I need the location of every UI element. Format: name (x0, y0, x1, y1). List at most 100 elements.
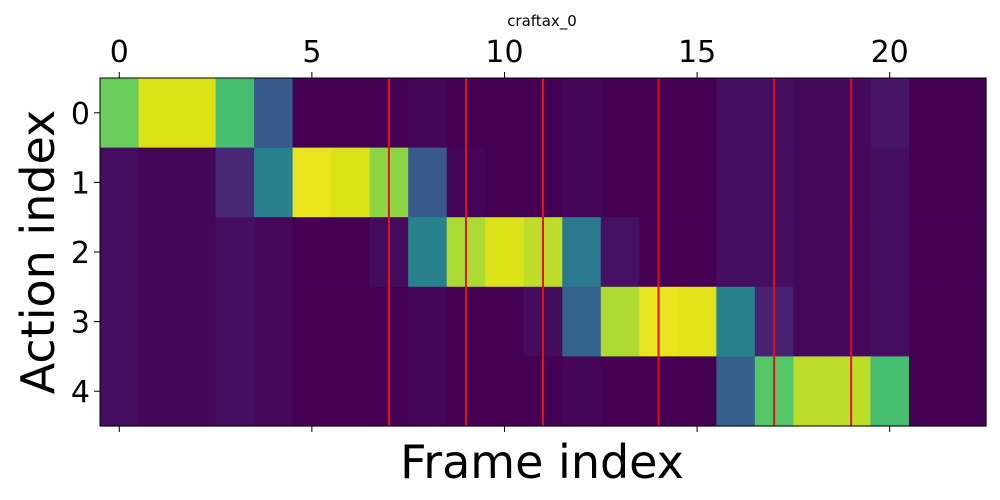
heatmap-cell (600, 147, 640, 218)
heatmap-cell (908, 356, 949, 427)
heatmap-cell (947, 286, 987, 357)
x-tick-label: 10 (485, 35, 523, 70)
heatmap-cell (292, 356, 332, 427)
heatmap-cell (793, 147, 833, 218)
chart-title: craftax_0 (507, 12, 577, 31)
heatmap-cell (485, 286, 525, 357)
heatmap-cell (254, 78, 294, 149)
heatmap-cell (177, 147, 217, 218)
heatmap-cell (408, 147, 448, 218)
heatmap-cell (870, 356, 910, 427)
heatmap-cell (793, 78, 833, 149)
heatmap-cell (793, 286, 833, 357)
heatmap-cell (408, 286, 448, 357)
heatmap-cell (908, 217, 949, 288)
y-axis-ticks: 0 1 2 3 4 (71, 97, 100, 410)
heatmap-cell (138, 286, 178, 357)
heatmap-cell (716, 78, 756, 149)
heatmap-cell (947, 78, 987, 149)
heatmap-cell (485, 356, 525, 427)
heatmap-cell (793, 217, 833, 288)
heatmap-cell (485, 147, 525, 218)
heatmap-cell (177, 286, 217, 357)
heatmap-cell (600, 356, 640, 427)
heatmap-cell (100, 286, 140, 357)
heatmap-cell (331, 147, 371, 218)
x-tick-label: 20 (871, 35, 909, 70)
heatmap-cell (215, 286, 255, 357)
heatmap-cell (254, 356, 294, 427)
heatmap-cell (485, 217, 525, 288)
heatmap-cell (716, 217, 756, 288)
y-tick-label: 1 (71, 166, 90, 201)
heatmap-cell (408, 356, 448, 427)
x-tick-label: 15 (678, 35, 716, 70)
heatmap-cell (177, 217, 217, 288)
heatmap-cell (870, 78, 910, 149)
y-tick-label: 4 (71, 375, 90, 410)
heatmap-cell (100, 356, 140, 427)
heatmap-cell (138, 356, 178, 427)
heatmap-cell (485, 78, 525, 149)
heatmap-cell (908, 286, 949, 357)
heatmap-cell (331, 286, 371, 357)
heatmap-cell (254, 286, 294, 357)
heatmap-cell (793, 356, 833, 427)
heatmap-cell (138, 147, 178, 218)
vertical-markers (387, 78, 853, 426)
heatmap-cell (292, 147, 332, 218)
heatmap-cell (177, 78, 217, 149)
heatmap-cell (562, 147, 602, 218)
heatmap-cell (408, 217, 448, 288)
heatmap-cell (292, 78, 332, 149)
x-axis-label: Frame index (400, 435, 684, 489)
heatmap-cell (677, 78, 717, 149)
heatmap-cell (562, 356, 602, 427)
x-axis-ticks: 0 5 10 15 20 (110, 35, 909, 432)
heatmap-cell (600, 286, 640, 357)
heatmap-cell (177, 356, 217, 427)
y-tick-label: 2 (71, 236, 90, 271)
heatmap-cell (562, 286, 602, 357)
x-tick-label: 0 (110, 35, 129, 70)
heatmap-cell (947, 356, 987, 427)
heatmap-cell (100, 78, 140, 149)
heatmap-cell (677, 217, 717, 288)
x-tick-label: 5 (302, 35, 321, 70)
heatmap-cell (138, 78, 178, 149)
heatmap-cell (138, 217, 178, 288)
heatmap-cell (100, 147, 140, 218)
heatmap-cell (908, 147, 949, 218)
heatmap-cell (254, 217, 294, 288)
heatmap-cell (947, 217, 987, 288)
heatmap-cell (215, 78, 255, 149)
heatmap-cell (215, 147, 255, 218)
heatmap-cell (254, 147, 294, 218)
heatmap-cell (908, 78, 949, 149)
heatmap-cell (292, 286, 332, 357)
heatmap-cell (870, 147, 910, 218)
y-axis-label: Action index (11, 110, 65, 395)
heatmap-cell (600, 217, 640, 288)
heatmap-cell (600, 78, 640, 149)
heatmap-cell (408, 78, 448, 149)
y-tick-label: 0 (71, 97, 90, 132)
heatmap-cell (677, 147, 717, 218)
heatmap-cell (562, 78, 602, 149)
heatmap-cell (331, 356, 371, 427)
heatmap-cell (677, 356, 717, 427)
heatmap-cell (100, 217, 140, 288)
heatmap-cell (215, 356, 255, 427)
heatmap-cell (716, 356, 756, 427)
heatmap-cell (215, 217, 255, 288)
heatmap-cell (292, 217, 332, 288)
heatmap-cell (331, 78, 371, 149)
heatmap-cell (331, 217, 371, 288)
heatmap-cell (947, 147, 987, 218)
heatmap-cell (677, 286, 717, 357)
heatmap-cell (716, 147, 756, 218)
heatmap-cell (716, 286, 756, 357)
heatmap-cell (870, 217, 910, 288)
heatmap-cell (870, 286, 910, 357)
heatmap-cell (562, 217, 602, 288)
